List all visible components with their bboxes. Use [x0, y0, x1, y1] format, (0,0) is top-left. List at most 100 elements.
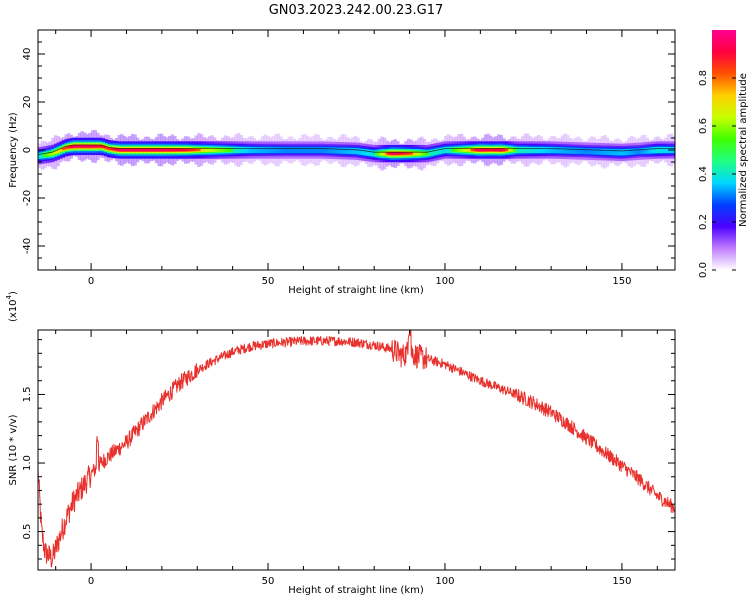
- spectrogram-cell: [444, 146, 448, 154]
- spectrogram-cell: [457, 148, 461, 152]
- spectrogram-cell: [600, 148, 604, 155]
- spectrogram-ridge-contour: [38, 144, 675, 155]
- spectrogram-cell: [629, 148, 634, 155]
- spectrogram-cell: [523, 146, 527, 154]
- spectrogram-cell: [279, 146, 283, 154]
- spectrogram-cell: [45, 152, 50, 157]
- colorbar: 0.0 0.2 0.4 0.6 0.8 Normalized spectral ampl…: [698, 30, 749, 278]
- spectrogram-cell: [385, 152, 389, 155]
- spectrogram-cell: [637, 148, 642, 155]
- spectrogram-cell: [460, 148, 464, 152]
- spectrogram-cell: [571, 147, 575, 154]
- spectrogram-cell: [327, 147, 331, 154]
- spectrogram-cell: [409, 152, 413, 155]
- spectrogram-cell: [282, 146, 286, 154]
- spectrogram-cell: [436, 148, 440, 155]
- spectrogram-cell: [558, 147, 562, 154]
- spectrogram-cell: [59, 148, 63, 152]
- snr-y-multiplier: (x104): [5, 291, 19, 322]
- spectrogram-cell: [367, 149, 371, 156]
- spectrogram-cell: [438, 147, 443, 155]
- spectrogram-cell: [255, 146, 259, 154]
- spectrogram-x-tick-label: 100: [435, 276, 454, 287]
- spectrogram-cell: [64, 146, 68, 149]
- spectrogram-cell: [191, 148, 196, 152]
- spectrogram-cell: [632, 148, 636, 155]
- spectrogram-cell: [401, 152, 405, 155]
- spectrogram-heatmap: [38, 129, 675, 171]
- snr-y-axis-label: SNR (10 * v/v): [8, 414, 19, 485]
- svg-text:(x104): (x104): [5, 291, 19, 322]
- spectrogram-y-tick-label: -40: [22, 238, 33, 254]
- spectrogram-cell: [529, 146, 533, 154]
- spectrogram-cell: [619, 149, 623, 156]
- spectrogram-cell: [491, 148, 496, 152]
- spectrogram-y-tick-label: -20: [22, 190, 33, 206]
- spectrogram-cell: [245, 146, 249, 154]
- spectrogram-cell: [122, 148, 127, 152]
- spectrogram-cell: [274, 146, 278, 154]
- spectrogram-cell: [311, 146, 315, 154]
- spectrogram-cell: [168, 148, 172, 152]
- spectrogram-cell: [592, 148, 596, 155]
- spectrogram-cell: [247, 146, 251, 154]
- colorbar-gradient: [712, 30, 736, 270]
- spectrogram-cell: [377, 151, 381, 156]
- spectrogram-cell: [226, 148, 230, 152]
- spectrogram-cell: [114, 148, 119, 151]
- spectrogram-cell: [467, 148, 472, 152]
- snr-y-tick-label: 1.0: [22, 455, 33, 471]
- spectrogram-cell: [627, 148, 631, 156]
- spectrogram-cell: [77, 145, 82, 148]
- colorbar-ticks: 0.0 0.2 0.4 0.6 0.8: [698, 70, 736, 278]
- spectrogram-cell: [199, 148, 204, 152]
- spectrogram-cell: [112, 148, 116, 151]
- spectrogram-cell: [165, 148, 169, 152]
- spectrogram-cell: [38, 152, 42, 159]
- snr-x-ticks: 0 50 100 150: [55, 330, 658, 587]
- spectrogram-cell: [621, 149, 626, 156]
- spectrogram-cell: [659, 146, 663, 154]
- spectrogram-cell: [664, 146, 668, 154]
- spectrogram-cell: [314, 146, 318, 154]
- spectrogram-cell: [88, 145, 92, 148]
- spectrogram-y-tick-label: 40: [22, 48, 33, 61]
- spectrogram-cell: [152, 148, 156, 152]
- spectrogram-cell: [237, 146, 241, 154]
- spectrogram-cell: [162, 148, 166, 152]
- spectrogram-cell: [544, 146, 549, 154]
- spectrogram-cell: [417, 151, 421, 156]
- spectrogram-cell: [624, 149, 628, 156]
- spectrogram-cell: [404, 152, 408, 155]
- snr-plot-area: [38, 330, 675, 570]
- spectrogram-cell: [181, 148, 185, 152]
- spectrogram-cell: [197, 148, 201, 152]
- spectrogram-cell: [353, 148, 358, 155]
- spectrogram-cell: [332, 147, 336, 154]
- spectrogram-cell: [653, 147, 658, 154]
- spectrogram-cell: [48, 152, 52, 156]
- spectrogram-cell: [128, 148, 132, 152]
- spectrogram-cell: [173, 148, 177, 152]
- snr-x-axis-label: Height of straight line (km): [288, 585, 424, 596]
- spectrogram-cell: [271, 146, 275, 154]
- spectrogram-cell: [648, 147, 652, 154]
- spectrogram-cell: [574, 147, 578, 154]
- spectrogram-x-tick-label: 50: [262, 276, 275, 287]
- spectrogram-cell: [406, 152, 411, 155]
- spectrogram-cell: [61, 147, 66, 150]
- spectrogram-cell: [383, 151, 387, 156]
- spectrogram-y-tick-label: 0: [22, 147, 33, 153]
- spectrogram-y-axis-label: Frequency (Hz): [8, 112, 19, 188]
- spectrogram-cell: [322, 146, 326, 154]
- spectrogram-cell: [534, 146, 538, 154]
- spectrogram-cell: [160, 148, 164, 152]
- colorbar-tick-label: 0.6: [698, 118, 709, 134]
- spectrogram-cell: [643, 147, 647, 154]
- spectrogram-cell: [154, 148, 159, 152]
- spectrogram-cell: [475, 148, 480, 152]
- spectrogram-cell: [308, 146, 312, 154]
- spectrogram-cell: [483, 148, 488, 152]
- spectrogram-cell: [130, 148, 135, 152]
- spectrogram-cell: [425, 151, 429, 156]
